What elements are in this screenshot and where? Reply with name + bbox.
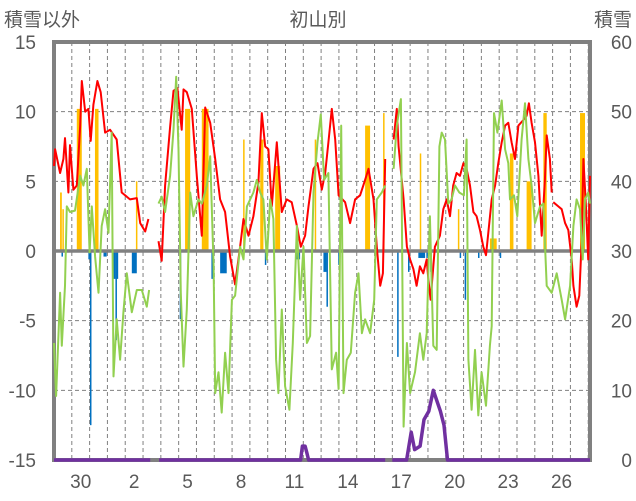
blue-bar [426,251,428,258]
green-series-line [392,98,591,428]
orange-bar [60,192,62,251]
snow-depth-series-line [159,444,386,462]
left-tick-label: 5 [25,172,36,193]
orange-bar [62,209,64,251]
blue-bar [116,251,119,279]
red-series-line [53,80,150,233]
blue-bar [323,251,327,272]
x-tick-label: 8 [236,472,247,493]
right-tick-label: 30 [611,242,632,263]
right-axis-title: 積雪 [594,9,632,31]
right-tick-label: 0 [621,451,632,472]
x-tick-label: 17 [391,472,412,493]
blue-bar [88,251,90,260]
left-axis-title: 積雪以外 [4,9,80,31]
orange-bar [201,108,209,251]
x-tick-label: 23 [498,472,519,493]
left-tick-label: -5 [19,312,36,333]
x-tick-label: 5 [182,472,193,493]
blue-bar [89,251,92,426]
blue-bar [264,251,267,265]
orange-bar [135,181,138,251]
orange-bar [275,166,281,251]
right-tick-label: 10 [611,381,632,402]
right-tick-label: 40 [611,172,632,193]
blue-bar [499,251,502,258]
red-series-line [392,102,553,301]
orange-bar [419,153,422,251]
blue-bar [418,251,426,258]
tick-labels: 15 60 10 50 5 40 0 30 -5 20 -10 10 -15 0 30 2 5 8 11 14 17 20… [9,33,632,493]
orange-bar [509,153,514,251]
x-tick-label: 2 [129,472,140,493]
blue-bar [211,251,213,279]
blue-bar [115,251,117,341]
left-tick-label: -10 [9,381,36,402]
axes-layer [52,40,592,462]
orange-bar [526,181,532,251]
blue-bar [113,251,116,279]
blue-bar [464,251,467,300]
blue-bar [326,251,328,307]
left-tick-label: -15 [9,451,36,472]
x-tick-label: 20 [444,472,465,493]
x-tick-label: 26 [551,472,572,493]
left-tick-label: 0 [25,242,36,263]
orange-bar [94,108,99,251]
blue-bar [103,251,107,257]
snow-depth-series-line [392,388,590,462]
right-tick-label: 20 [611,312,632,333]
red-series-line [157,87,387,287]
blue-bar [61,251,63,257]
chart-title: 初山別 [289,9,346,31]
right-tick-label: 60 [611,33,632,54]
blue-bar [408,251,410,272]
blue-bar [397,251,399,357]
green-series-line [157,75,387,414]
left-tick-label: 10 [15,103,36,124]
orange-bar [365,125,371,251]
left-tick-label: 15 [15,33,36,54]
gridlines [54,42,590,460]
x-tick-label: 30 [70,472,91,493]
green-series-line [53,131,151,397]
blue-bar [131,251,137,274]
orange-bar [314,139,317,251]
blue-bar [220,251,227,274]
orange-bar [185,108,191,251]
x-tick-label: 11 [285,472,305,493]
x-tick-label: 14 [337,472,359,493]
bars-layer [54,108,586,426]
blue-bar [459,251,462,258]
orange-bar [457,209,460,251]
blue-bar [477,251,480,258]
lines-layer [53,75,591,462]
orange-bar [243,139,245,251]
right-tick-label: 50 [611,103,632,124]
